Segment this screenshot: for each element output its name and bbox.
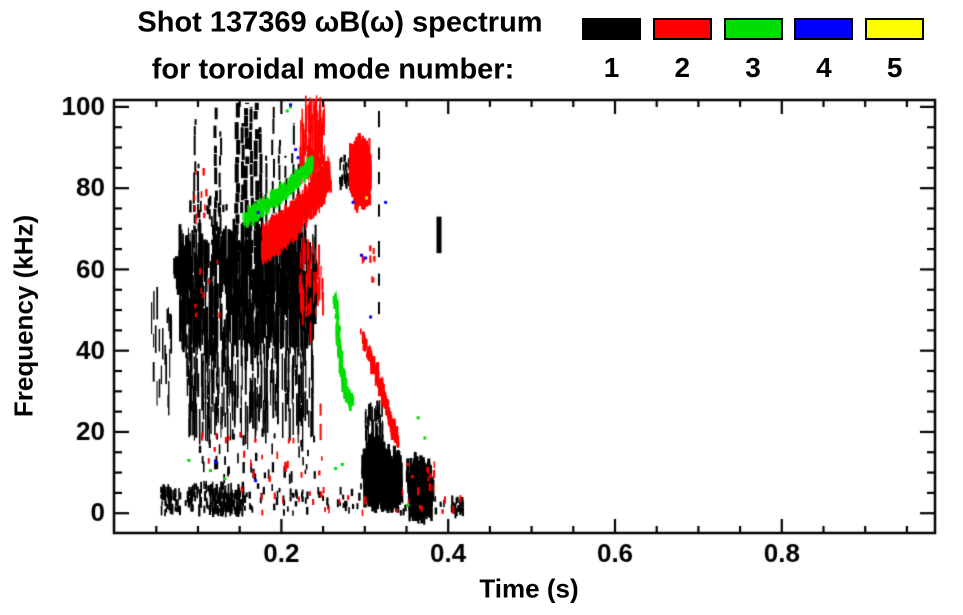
y-axis-title: Frequency (kHz) — [8, 214, 39, 418]
legend-swatch-mode-3 — [723, 18, 783, 40]
legend-label-mode-5: 5 — [886, 52, 903, 83]
chart-subtitle: for toroidal mode number: — [151, 53, 515, 86]
legend-swatch-mode-2 — [652, 18, 712, 40]
legend-label-mode-3: 3 — [745, 52, 761, 83]
legend-label-mode-1: 1 — [603, 52, 620, 83]
x-axis-title: Time (s) — [479, 573, 579, 604]
mode-legend: 1 2 3 4 5 — [0, 0, 963, 95]
legend-label-mode-4: 4 — [816, 52, 832, 83]
legend-swatch-mode-5 — [865, 18, 925, 40]
legend-swatch-mode-1 — [582, 18, 641, 40]
legend-swatch-mode-4 — [794, 18, 854, 40]
legend-label-mode-2: 2 — [674, 52, 691, 83]
chart-title: Shot 137369 ωB(ω) spectrum — [137, 6, 543, 39]
